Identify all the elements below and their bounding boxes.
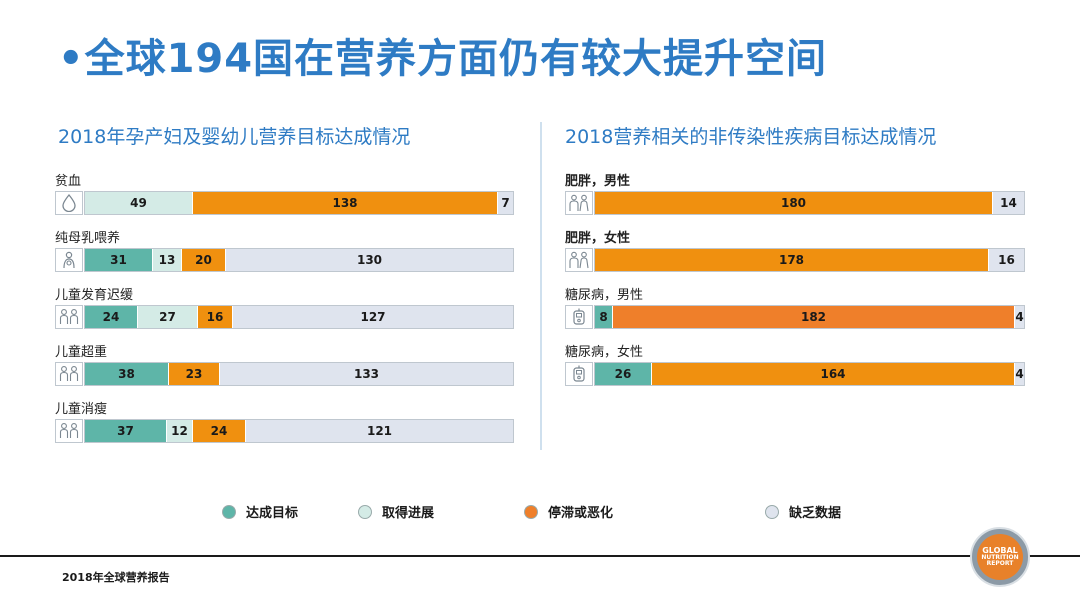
mother-baby-icon <box>55 248 83 272</box>
bar-segment-no_data: 133 <box>220 363 513 385</box>
stacked-bar: 180 14 <box>594 191 1025 215</box>
logo-line-3: REPORT <box>986 560 1014 568</box>
global-nutrition-report-logo: GLOBAL NUTRITION REPORT <box>970 527 1030 587</box>
bar-segment-progress: 49 <box>85 192 193 214</box>
bar-segment-stalled: 138 <box>193 192 498 214</box>
right-chart-title: 2018营养相关的非传染性疾病目标达成情况 <box>565 126 937 148</box>
logo-line-2: NUTRITION <box>981 553 1019 561</box>
legend-swatch-stalled <box>524 504 538 519</box>
adults-icon <box>565 248 593 272</box>
bar-segment-achieved: 31 <box>85 249 153 271</box>
panel-divider <box>540 122 542 450</box>
legend-achieved: 达成目标 <box>222 502 298 521</box>
children-icon <box>55 419 83 443</box>
footer-source: 2018年全球营养报告 <box>62 571 170 584</box>
bar-segment-progress: 27 <box>138 306 198 328</box>
legend-no-data: 缺乏数据 <box>765 502 841 521</box>
bar-segment-achieved: 8 <box>595 306 613 328</box>
stacked-bar: 49 138 7 <box>84 191 514 215</box>
stacked-bar: 37 12 24 121 <box>84 419 514 443</box>
bar-segment-stalled: 178 <box>595 249 989 271</box>
legend-progress: 取得进展 <box>358 502 434 521</box>
bar-segment-achieved: 37 <box>85 420 167 442</box>
bar-segment-stalled: 16 <box>198 306 233 328</box>
legend-label: 缺乏数据 <box>789 506 842 521</box>
legend-stalled: 停滞或恶化 <box>524 502 613 521</box>
stacked-bar: 38 23 133 <box>84 362 514 386</box>
row-label: 糖尿病，男性 <box>565 288 644 303</box>
bar-segment-achieved: 26 <box>595 363 652 385</box>
stacked-bar: 8 182 4 <box>594 305 1025 329</box>
bar-segment-achieved: 24 <box>85 306 138 328</box>
glucose-meter-icon <box>565 305 593 329</box>
legend-swatch-progress <box>358 504 372 519</box>
legend-label: 达成目标 <box>246 506 299 521</box>
logo-badge: GLOBAL NUTRITION REPORT <box>977 534 1023 580</box>
bar-segment-stalled_alt: 182 <box>613 306 1015 328</box>
legend-swatch-no-data <box>765 504 779 519</box>
legend-swatch-achieved <box>222 504 236 519</box>
bar-segment-stalled: 164 <box>652 363 1015 385</box>
bar-segment-achieved: 38 <box>85 363 169 385</box>
bar-segment-no_data: 7 <box>498 192 513 214</box>
adults-icon <box>565 191 593 215</box>
bar-segment-no_data: 4 <box>1015 363 1024 385</box>
children-icon <box>55 305 83 329</box>
row-label: 肥胖，女性 <box>565 231 631 246</box>
row-label: 儿童消瘦 <box>55 402 108 417</box>
legend-label: 取得进展 <box>382 506 435 521</box>
bar-segment-no_data: 14 <box>993 192 1024 214</box>
slide-title: •全球194国在营养方面仍有较大提升空间 <box>58 36 828 82</box>
bar-segment-progress: 13 <box>153 249 182 271</box>
children-icon <box>55 362 83 386</box>
row-label: 儿童发育迟缓 <box>55 288 134 303</box>
bar-segment-no_data: 16 <box>989 249 1024 271</box>
row-label: 贫血 <box>55 174 82 189</box>
bar-segment-stalled: 180 <box>595 192 993 214</box>
row-label: 肥胖，男性 <box>565 174 631 189</box>
drop-icon <box>55 191 83 215</box>
left-chart-title: 2018年孕产妇及婴幼儿营养目标达成情况 <box>58 126 411 148</box>
bar-segment-no_data: 127 <box>233 306 513 328</box>
stacked-bar: 26 164 4 <box>594 362 1025 386</box>
bar-segment-no_data: 121 <box>246 420 513 442</box>
stacked-bar: 178 16 <box>594 248 1025 272</box>
logo-line-1: GLOBAL <box>982 545 1018 555</box>
legend-label: 停滞或恶化 <box>548 506 614 521</box>
bar-segment-stalled: 20 <box>182 249 226 271</box>
bar-segment-no_data: 4 <box>1015 306 1024 328</box>
bar-segment-stalled: 24 <box>193 420 246 442</box>
stacked-bar: 31 13 20 130 <box>84 248 514 272</box>
row-label: 儿童超重 <box>55 345 108 360</box>
footer-divider <box>0 555 1080 557</box>
row-label: 纯母乳喂养 <box>55 231 121 246</box>
bar-segment-no_data: 130 <box>226 249 513 271</box>
glucose-meter-icon <box>565 362 593 386</box>
row-label: 糖尿病，女性 <box>565 345 644 360</box>
stacked-bar: 24 27 16 127 <box>84 305 514 329</box>
bar-segment-progress: 12 <box>167 420 193 442</box>
bar-segment-stalled: 23 <box>169 363 220 385</box>
